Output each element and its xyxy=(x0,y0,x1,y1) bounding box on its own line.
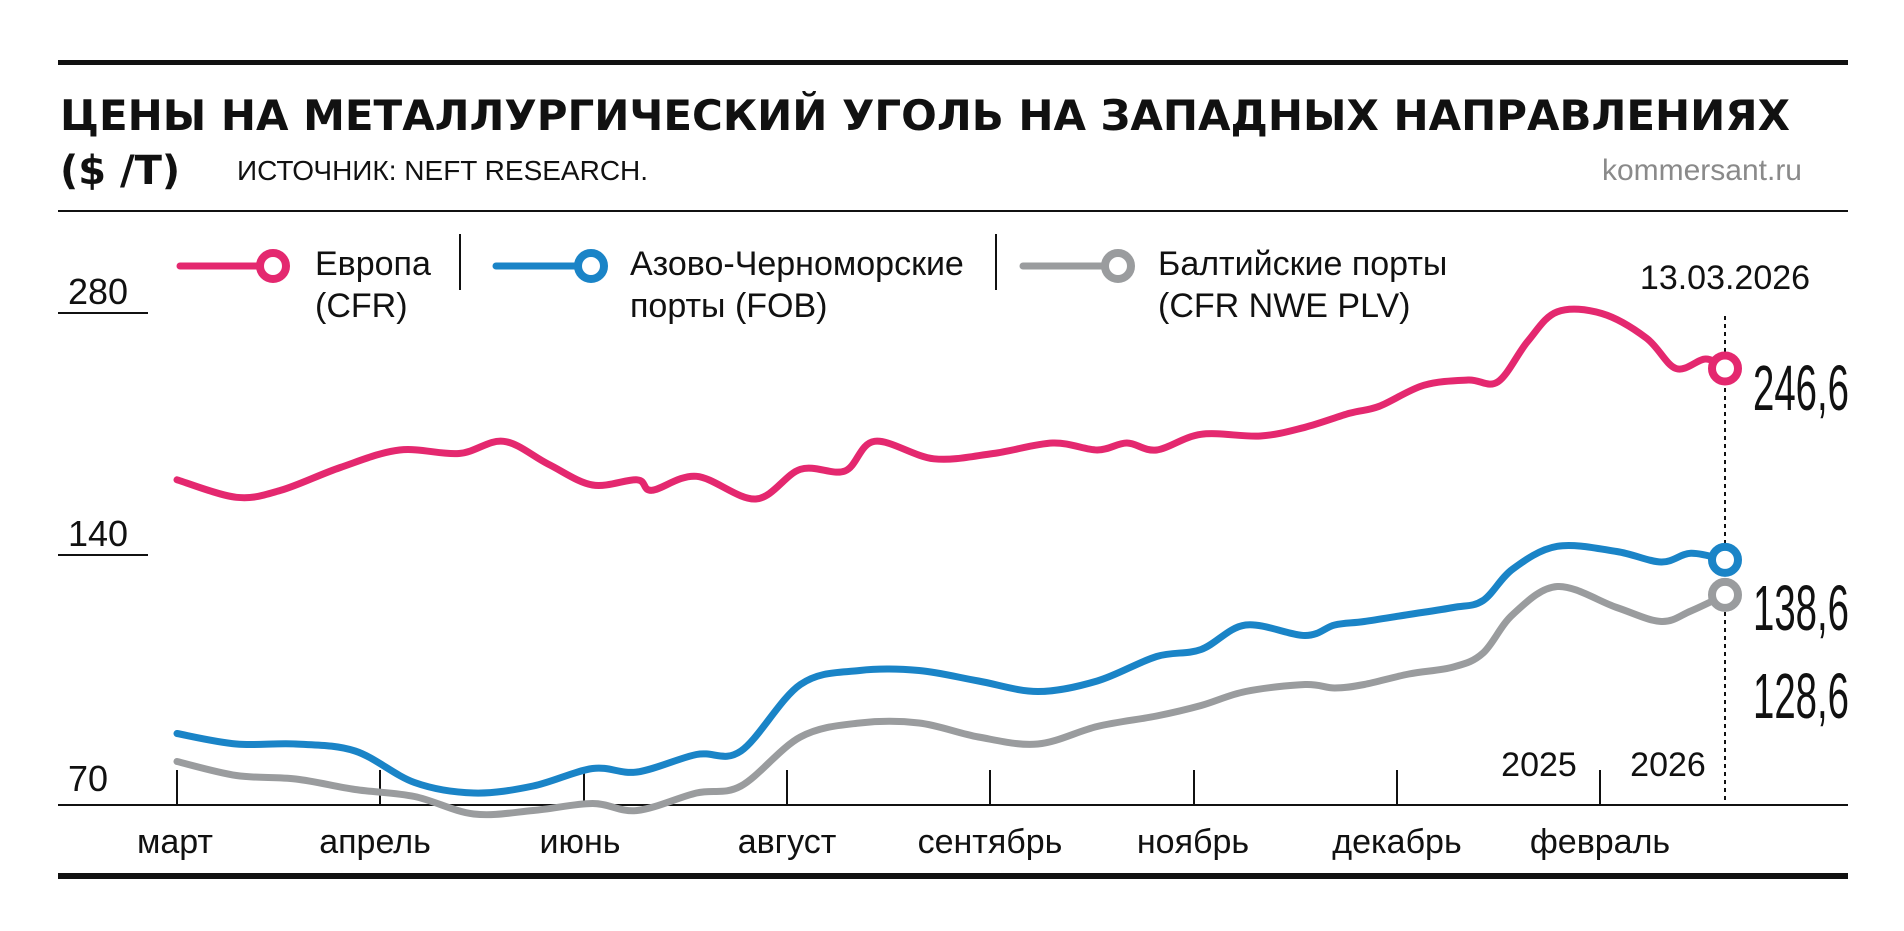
y-tick-label: 280 xyxy=(68,271,128,312)
x-tick-label: февраль xyxy=(1530,823,1670,861)
x-tick-label: июнь xyxy=(540,823,621,861)
marker-layer xyxy=(1708,351,1742,612)
legend-marker-baltic xyxy=(1101,249,1135,283)
series-layer xyxy=(173,305,1729,819)
x-tick-label: август xyxy=(738,823,837,861)
legend-azov-line2: порты (FOB) xyxy=(630,287,827,325)
last-date-label: 13.03.2026 xyxy=(1640,259,1810,297)
chart-unit: ($ /Т) xyxy=(60,148,180,194)
x-tick-label: сентябрь xyxy=(918,823,1063,861)
legend-item-azov: Азово-Черноморские порты (FOB) xyxy=(492,245,964,325)
end-marker-europe xyxy=(1708,351,1742,386)
end-label-baltic: 128,6 xyxy=(1753,660,1849,732)
x-tick-label: март xyxy=(137,823,213,861)
end-label-azov: 138,6 xyxy=(1753,572,1849,644)
x-tick-label: ноябрь xyxy=(1137,823,1249,861)
y-tick-label: 70 xyxy=(68,758,108,799)
legend-separator xyxy=(459,234,461,290)
series-line-azov xyxy=(173,541,1729,797)
legend-baltic-line2: (CFR NWE PLV) xyxy=(1158,287,1410,325)
x-tick-label: декабрь xyxy=(1332,823,1461,861)
year-label-2026: 2026 xyxy=(1630,746,1706,784)
source-note: ИСТОЧНИК: NEFT RESEARCH. xyxy=(237,155,648,186)
x-axis-line xyxy=(58,804,1848,806)
x-axis: март апрель июнь август сентябрь ноябрь декабр… xyxy=(137,770,1670,861)
legend-europe-line1: Европа xyxy=(315,245,431,283)
y-tick-label: 140 xyxy=(68,513,128,554)
series-line-baltic xyxy=(173,582,1729,819)
legend-baltic-line1: Балтийские порты xyxy=(1158,245,1447,283)
site-credit: kommersant.ru xyxy=(1602,154,1802,187)
y-axis: 280 140 70 xyxy=(58,271,148,799)
chart-title: ЦЕНЫ НА МЕТАЛЛУРГИЧЕСКИЙ УГОЛЬ НА ЗАПАДН… xyxy=(60,90,1790,140)
series-line-europe xyxy=(173,305,1729,503)
legend-azov-line1: Азово-Черноморские xyxy=(630,245,964,283)
legend: Европа (CFR) Азово-Черноморские порты (F… xyxy=(176,234,1447,325)
legend-marker-europe xyxy=(256,249,290,283)
year-label-2025: 2025 xyxy=(1501,746,1577,784)
end-label-europe: 246,6 xyxy=(1753,352,1849,424)
legend-europe-line2: (CFR) xyxy=(315,287,408,325)
bottom-rule xyxy=(58,873,1848,879)
end-marker-baltic xyxy=(1708,577,1742,612)
top-rule xyxy=(58,60,1848,65)
legend-separator xyxy=(995,234,997,290)
x-tick-label: апрель xyxy=(319,823,431,861)
legend-marker-azov xyxy=(574,249,608,283)
legend-item-europe: Европа (CFR) xyxy=(176,245,431,325)
end-marker-azov xyxy=(1708,542,1742,577)
header-divider xyxy=(58,210,1848,212)
legend-item-baltic: Балтийские порты (CFR NWE PLV) xyxy=(1019,245,1447,325)
